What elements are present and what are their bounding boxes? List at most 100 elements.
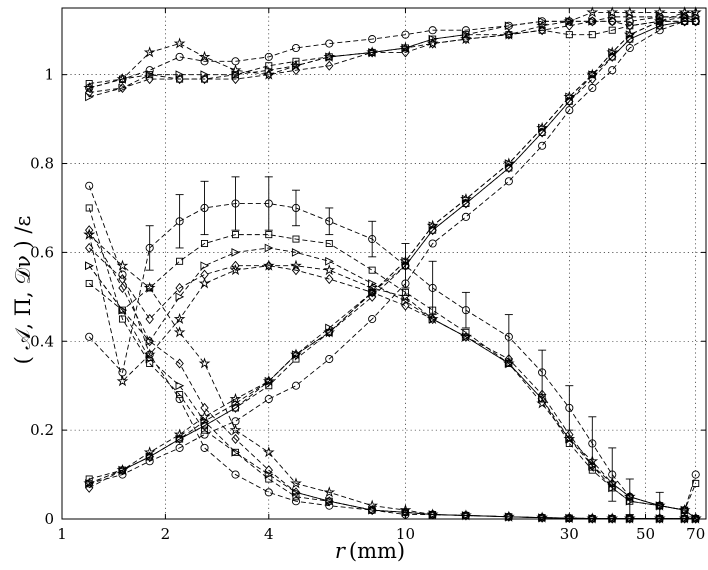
circle-marker xyxy=(175,443,184,452)
star-marker xyxy=(678,503,691,516)
circle-marker xyxy=(291,203,301,213)
triangle-marker xyxy=(175,292,185,302)
series-line xyxy=(88,247,696,519)
triangle-marker xyxy=(231,399,241,408)
square-marker xyxy=(588,31,596,39)
y-tick-label: 0.2 xyxy=(30,421,54,439)
circle-marker xyxy=(428,239,437,248)
star-marker xyxy=(83,81,96,93)
square-marker xyxy=(401,288,409,296)
x-tick-label: 1 xyxy=(57,525,67,543)
star-marker xyxy=(586,6,599,18)
circle-marker xyxy=(264,394,273,404)
star-marker xyxy=(563,15,576,27)
curve xyxy=(85,17,700,488)
y-tick-label: 0.8 xyxy=(30,155,54,173)
star-marker xyxy=(198,410,211,422)
circle-marker xyxy=(325,501,334,510)
circle-marker xyxy=(428,283,437,292)
star-marker xyxy=(536,121,548,133)
triangle-marker xyxy=(625,496,635,506)
square-marker xyxy=(692,479,700,487)
star-marker xyxy=(563,90,576,102)
square-marker xyxy=(176,257,184,265)
triangle-marker xyxy=(325,256,334,266)
star-marker xyxy=(653,6,666,18)
circle-marker xyxy=(145,457,154,466)
diamond-marker xyxy=(325,274,334,285)
series-line xyxy=(88,234,696,519)
diamond-marker xyxy=(588,16,597,27)
diamond-marker xyxy=(264,465,273,476)
circle-marker xyxy=(291,381,301,390)
y-axis-label: ( 𝒜, Π, 𝒟ν ) /ε xyxy=(11,216,35,365)
star-marker xyxy=(143,281,156,293)
circle-marker xyxy=(504,332,513,341)
x-tick-label: 30 xyxy=(560,525,579,543)
circle-marker xyxy=(325,354,334,364)
circle-marker xyxy=(565,403,574,412)
triangle-marker xyxy=(85,261,94,271)
star-marker xyxy=(290,59,302,71)
star-marker xyxy=(323,326,336,338)
circle-marker xyxy=(461,212,470,221)
series-line xyxy=(89,20,696,93)
circle-marker xyxy=(200,430,209,439)
circle-marker xyxy=(118,270,127,279)
star-marker xyxy=(653,512,666,524)
star-marker xyxy=(460,192,472,205)
triangle-marker xyxy=(200,70,210,79)
series-line xyxy=(89,20,696,84)
circle-marker xyxy=(655,26,664,35)
star-marker xyxy=(653,15,666,27)
star-marker xyxy=(399,255,412,267)
circle-marker xyxy=(625,17,634,26)
triangle-marker xyxy=(428,34,438,44)
triangle-marker xyxy=(145,336,155,346)
triangle-marker xyxy=(145,354,155,364)
triangle-marker xyxy=(691,12,701,22)
circle-marker xyxy=(200,203,209,213)
star-marker xyxy=(83,228,96,240)
star-marker xyxy=(623,512,636,524)
star-marker xyxy=(323,486,336,498)
triangle-marker xyxy=(325,496,334,506)
triangle-marker xyxy=(608,12,617,22)
circle-marker xyxy=(538,141,547,150)
circle-marker xyxy=(200,57,209,66)
star-marker xyxy=(116,259,129,271)
star-marker xyxy=(83,477,96,489)
star-marker xyxy=(173,37,186,49)
triangle-marker xyxy=(175,434,185,444)
star-marker xyxy=(606,512,619,524)
star-marker xyxy=(426,219,439,231)
diamond-marker xyxy=(231,433,240,445)
circle-marker xyxy=(264,199,273,208)
circle-marker xyxy=(691,470,700,479)
triangle-marker xyxy=(231,248,241,257)
diamond-marker xyxy=(325,60,334,71)
triangle-marker xyxy=(264,470,274,479)
star-marker xyxy=(503,357,515,369)
star-marker xyxy=(503,157,515,169)
curve xyxy=(83,6,702,93)
star-marker xyxy=(143,348,156,360)
y-tick-label: 1 xyxy=(44,66,54,84)
diamond-marker xyxy=(145,314,154,325)
star-marker xyxy=(366,286,378,298)
triangle-marker xyxy=(264,243,274,253)
circle-marker xyxy=(85,181,94,190)
series-line xyxy=(89,16,696,89)
star-marker xyxy=(143,446,156,458)
circle-marker xyxy=(401,279,410,288)
triangle-marker xyxy=(325,323,334,333)
triangle-marker xyxy=(85,92,94,102)
triangle-marker xyxy=(538,17,547,26)
square-marker xyxy=(85,80,93,88)
star-marker xyxy=(262,68,275,80)
triangle-marker xyxy=(175,381,185,391)
triangle-marker xyxy=(655,12,665,22)
star-marker xyxy=(460,32,472,45)
square-marker xyxy=(201,239,209,248)
circle-marker xyxy=(118,470,127,479)
